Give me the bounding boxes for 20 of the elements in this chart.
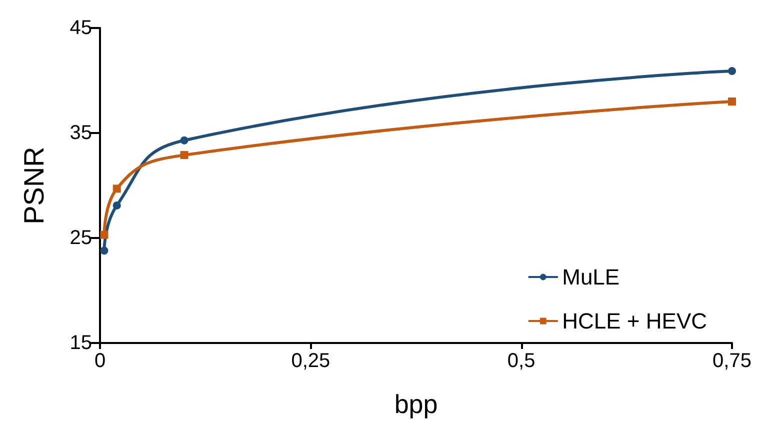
point bbox=[100, 230, 108, 239]
y-tick-label: 15 bbox=[70, 332, 92, 354]
x-tick-label: 0,5 bbox=[507, 350, 536, 372]
legend-label: HCLE + HEVC bbox=[562, 308, 708, 334]
x-axis-title: bpp bbox=[394, 389, 438, 419]
point bbox=[180, 151, 188, 160]
y-tick-label: 45 bbox=[70, 17, 92, 39]
point bbox=[100, 246, 108, 255]
legend-label: MuLE bbox=[562, 264, 620, 290]
y-tick-label: 25 bbox=[70, 227, 92, 249]
point bbox=[112, 184, 121, 193]
point bbox=[180, 136, 188, 144]
point bbox=[112, 201, 121, 210]
point bbox=[728, 98, 736, 106]
point bbox=[728, 67, 736, 76]
x-tick-label: 0,75 bbox=[712, 350, 752, 372]
y-tick-label: 35 bbox=[70, 122, 92, 144]
x-tick-label: 0,25 bbox=[291, 350, 330, 372]
x-tick-label: 0 bbox=[94, 350, 106, 372]
y-axis-title: PSNR bbox=[18, 146, 50, 224]
